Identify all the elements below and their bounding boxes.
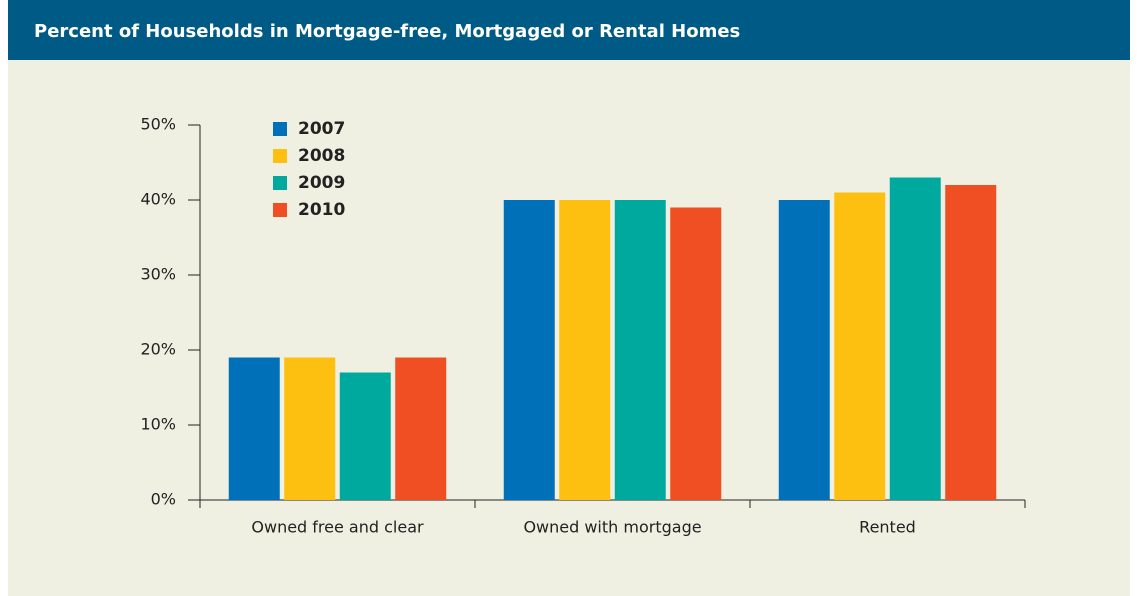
legend-swatch <box>273 149 287 163</box>
y-tick-label: 20% <box>140 340 176 359</box>
bar <box>503 200 555 500</box>
chart-title: Percent of Households in Mortgage-free, … <box>34 21 740 42</box>
legend-swatch <box>273 176 287 190</box>
bar <box>614 200 666 500</box>
y-tick-label: 40% <box>140 190 176 209</box>
legend-label: 2009 <box>298 173 345 193</box>
y-tick-label: 10% <box>140 415 176 434</box>
legend-label: 2010 <box>298 200 345 220</box>
y-tick-label: 30% <box>140 265 176 284</box>
title-bar <box>8 0 1130 60</box>
legend-label: 2007 <box>298 119 345 139</box>
bar <box>889 177 941 500</box>
legend-swatch <box>273 122 287 136</box>
x-tick-label: Owned with mortgage <box>523 518 701 537</box>
bar <box>778 200 830 500</box>
legend-swatch <box>273 203 287 217</box>
bar <box>339 372 391 500</box>
bar <box>228 357 280 500</box>
bar <box>395 357 447 500</box>
x-tick-label: Owned free and clear <box>251 518 424 537</box>
legend-label: 2008 <box>298 146 345 166</box>
y-tick-label: 50% <box>140 115 176 134</box>
bar <box>284 357 336 500</box>
y-tick-label: 0% <box>151 490 176 509</box>
bar <box>670 207 722 500</box>
bar <box>945 185 997 500</box>
bar <box>834 192 886 500</box>
bar <box>559 200 611 500</box>
x-tick-label: Rented <box>859 518 916 537</box>
